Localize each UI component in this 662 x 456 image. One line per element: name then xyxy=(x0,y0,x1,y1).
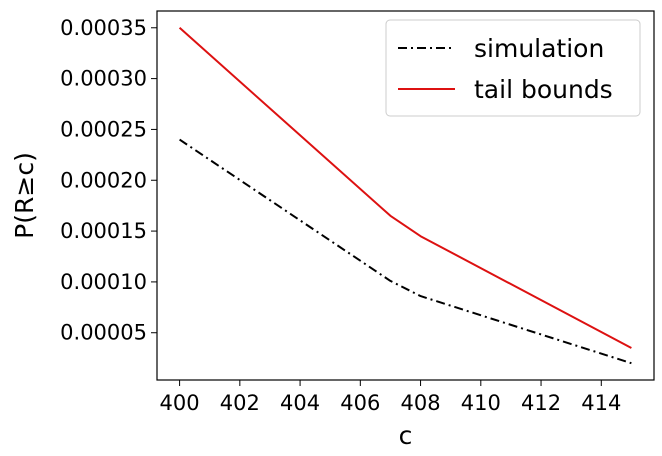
x-axis-ticks: 400 402 404 406 408 410 412 414 xyxy=(160,380,621,415)
y-tick-label: 0.00030 xyxy=(60,67,147,91)
x-tick-label: 412 xyxy=(521,391,561,415)
legend-box xyxy=(385,19,641,117)
x-tick-label: 414 xyxy=(581,391,621,415)
plot-marks xyxy=(178,27,632,365)
y-tick-label: 0.00035 xyxy=(60,16,147,40)
x-tick-label: 402 xyxy=(220,391,260,415)
y-tick-label: 0.00010 xyxy=(60,270,147,294)
x-tick-label: 406 xyxy=(340,391,380,415)
y-tick-label: 0.00005 xyxy=(60,321,147,345)
y-tick-label: 0.00025 xyxy=(60,117,147,141)
legend: simulation tail bounds xyxy=(385,19,641,117)
y-tick-label: 0.00015 xyxy=(60,219,147,243)
series-line-simulation xyxy=(179,138,632,365)
plot-frame xyxy=(156,10,655,381)
series-line-tail-bounds xyxy=(178,27,632,349)
y-axis-label: P(R≥c) xyxy=(10,152,39,239)
x-tick-label: 408 xyxy=(401,391,441,415)
y-axis-ticks: 0.00005 0.00010 0.00015 0.00020 0.00025 0.000… xyxy=(60,16,157,345)
y-tick-label: 0.00020 xyxy=(60,168,147,192)
x-tick-label: 400 xyxy=(160,391,200,415)
x-tick-label: 404 xyxy=(280,391,320,415)
legend-label-simulation: simulation xyxy=(474,34,604,63)
x-axis-label: c xyxy=(399,421,413,450)
x-tick-label: 410 xyxy=(461,391,501,415)
legend-label-tail-bounds: tail bounds xyxy=(474,75,613,104)
